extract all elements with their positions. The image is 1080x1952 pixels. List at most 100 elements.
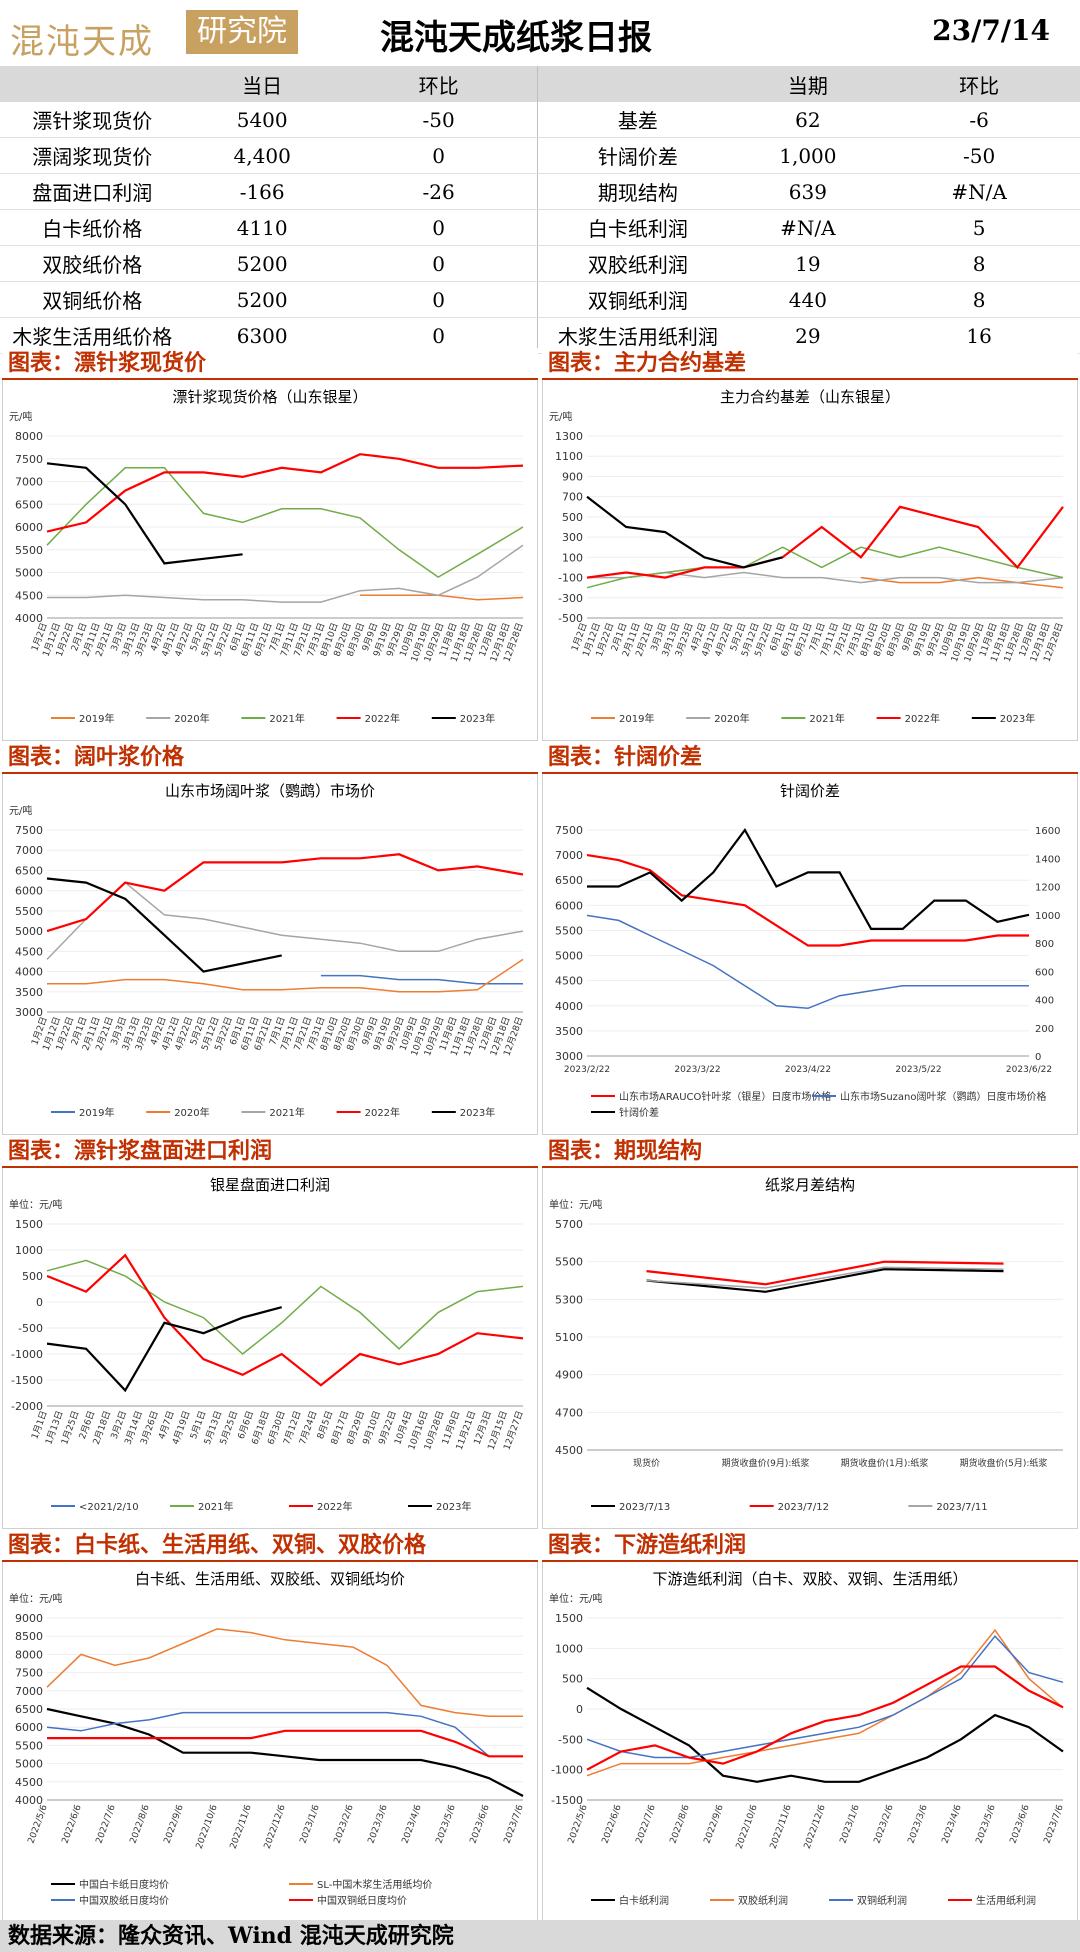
- col-header-blank: [0, 66, 185, 102]
- x-tick-label: 2023/6/6: [469, 1803, 492, 1845]
- chart-body: 纸浆月差结构 单位：元/吨 4500 4700 4900 5100 5300 5500 5700…: [542, 1168, 1078, 1529]
- y-tick-label: 4000: [15, 612, 43, 625]
- chart-title: 主力合约基差（山东银星）: [720, 388, 900, 406]
- chart-body: 下游造纸利润（白卡、双胶、双铜、生活用纸） 单位：元/吨 -1500 -1000 -50…: [542, 1562, 1078, 1923]
- indicator-value: 1,000: [737, 137, 879, 174]
- y-tick-label: 4500: [15, 589, 43, 602]
- series-line: [586, 1686, 1064, 1783]
- y-tick-label: 8000: [15, 1648, 43, 1661]
- y2-tick-label: 1000: [1035, 911, 1060, 922]
- y-tick-label: 4500: [15, 1776, 43, 1789]
- indicator-change: -26: [339, 173, 539, 210]
- series-line: [360, 594, 524, 601]
- chart-body: 漂针浆现货价格（山东银星） 元/吨 4000 4500 5000 5500 6000 6500…: [2, 380, 538, 741]
- y-tick-label: 1500: [15, 1218, 43, 1231]
- y-tick-label: 500: [562, 511, 583, 524]
- chart-panel: 图表：漂针浆盘面进口利润 银星盘面进口利润 单位：元/吨 -2000 -1500 -100…: [2, 1136, 538, 1529]
- y-tick-label: 7500: [15, 1667, 43, 1680]
- chart-title: 银星盘面进口利润: [210, 1176, 330, 1194]
- summary-row: 木浆生活用纸价格 6300 0 木浆生活用纸利润 29 16: [0, 317, 1080, 354]
- indicator-value: -166: [184, 173, 340, 210]
- x-category-label: 期货收盘价(9月):纸浆: [722, 1457, 810, 1469]
- x-tick-label: 2023/5/22: [895, 1065, 941, 1075]
- y-tick-label: -1000: [11, 1348, 43, 1361]
- y-tick-label: 4500: [555, 1444, 583, 1457]
- y-axis-unit: 元/吨: [9, 804, 32, 817]
- legend-label: 2020年: [714, 712, 749, 725]
- report-title: 混沌天成纸浆日报: [380, 18, 652, 58]
- series-line: [586, 546, 1064, 589]
- y-tick-label: 3000: [15, 1006, 43, 1019]
- y-tick-label: 700: [562, 491, 583, 504]
- x-tick-label: 2022/9/6: [163, 1803, 186, 1845]
- chart-body: 主力合约基差（山东银星） 元/吨 -500 -300 -100 100 300 500 700 9…: [542, 380, 1078, 741]
- data-source-footer: 数据来源：隆众资讯、Wind 混沌天成研究院: [0, 1920, 1080, 1952]
- y-tick-label: 6000: [15, 521, 43, 534]
- x-tick-label: 2023/7/6: [503, 1803, 526, 1845]
- y-tick-label: 500: [562, 1673, 583, 1686]
- summary-row: 白卡纸价格 4110 0 白卡纸利润 #N/A 5: [0, 209, 1080, 246]
- indicator-value: 5200: [184, 281, 340, 318]
- x-tick-label: 2023/3/22: [674, 1065, 720, 1075]
- indicator-name: 白卡纸价格: [0, 209, 185, 246]
- indicator-name: 双胶纸利润: [537, 245, 738, 282]
- chart-title: 漂针浆现货价格（山东银星）: [172, 388, 367, 406]
- y-tick-label: 100: [562, 551, 583, 564]
- indicator-name: 漂阔浆现货价: [0, 137, 185, 174]
- col-header-today: 当日: [184, 66, 340, 102]
- x-tick-label: 2022/7/6: [95, 1803, 118, 1845]
- y-tick-label: 4900: [555, 1369, 583, 1382]
- indicator-value: 639: [737, 173, 879, 210]
- indicator-value: 5200: [184, 245, 340, 282]
- series-line: [47, 958, 524, 993]
- x-tick-label: 2022/11/6: [769, 1803, 794, 1850]
- y-tick-label: 5300: [555, 1293, 583, 1306]
- legend-label: 2021年: [269, 1106, 304, 1119]
- legend-label: 2020年: [174, 712, 209, 725]
- x-tick-label: 2023/2/6: [333, 1803, 356, 1845]
- series-line: [46, 1259, 524, 1355]
- x-category-label: 期货收盘价(1月):纸浆: [841, 1457, 929, 1469]
- y-tick-label: 6500: [555, 874, 583, 887]
- legend-label: 2023年: [460, 712, 495, 725]
- indicator-value: 6300: [184, 317, 340, 354]
- legend-label: 白卡纸利润: [619, 1894, 669, 1907]
- y2-tick-label: 600: [1035, 967, 1054, 978]
- indicator-change: 16: [878, 317, 1080, 354]
- indicator-change: 5: [878, 209, 1080, 246]
- logo-brand-text: 混沌天成: [10, 22, 154, 62]
- series-line: [586, 1665, 1064, 1771]
- summary-row: 双铜纸价格 5200 0 双铜纸利润 440 8: [0, 281, 1080, 318]
- indicator-change: #N/A: [878, 173, 1080, 210]
- y-tick-label: 6500: [15, 498, 43, 511]
- legend-label: 2019年: [79, 712, 114, 725]
- legend-label: <2021/2/10: [79, 1502, 139, 1513]
- indicator-name: 针阔价差: [537, 137, 738, 174]
- indicator-name: 双胶纸价格: [0, 245, 185, 282]
- panel-heading: 图表：阔叶浆价格: [2, 742, 538, 774]
- legend-label: 山东市场Suzano阔叶浆（鹦鹉）日度市场价格: [840, 1090, 1047, 1103]
- y-tick-label: 8500: [15, 1630, 43, 1643]
- y-tick-label: 7000: [15, 1685, 43, 1698]
- logo-box-text: 研究院: [186, 10, 298, 54]
- legend-label: 2023/7/11: [936, 1502, 987, 1513]
- series-line: [46, 1628, 523, 1718]
- indicator-change: 8: [878, 245, 1080, 282]
- col-header-change-right: 环比: [878, 66, 1080, 102]
- y-tick-label: 7000: [15, 476, 43, 489]
- y-tick-label: 4500: [15, 945, 43, 958]
- x-tick-label: 2023/4/6: [941, 1803, 964, 1845]
- y-tick-label: 500: [22, 1270, 43, 1283]
- y-tick-label: 4000: [15, 1794, 43, 1807]
- y-tick-label: 4500: [555, 975, 583, 988]
- series-line: [586, 914, 1029, 1010]
- series-line: [586, 495, 783, 569]
- y-tick-label: 5100: [555, 1331, 583, 1344]
- x-tick-label: 2022/9/6: [703, 1803, 726, 1845]
- panel-heading: 图表：下游造纸利润: [542, 1530, 1078, 1562]
- x-tick-label: 2023/3/6: [907, 1803, 930, 1845]
- series-line: [587, 827, 1030, 930]
- chart-panel: 图表：主力合约基差 主力合约基差（山东银星） 元/吨 -500 -300 -100 100 3…: [542, 348, 1078, 741]
- y2-tick-label: 1600: [1035, 826, 1060, 837]
- y-tick-label: 5500: [15, 905, 43, 918]
